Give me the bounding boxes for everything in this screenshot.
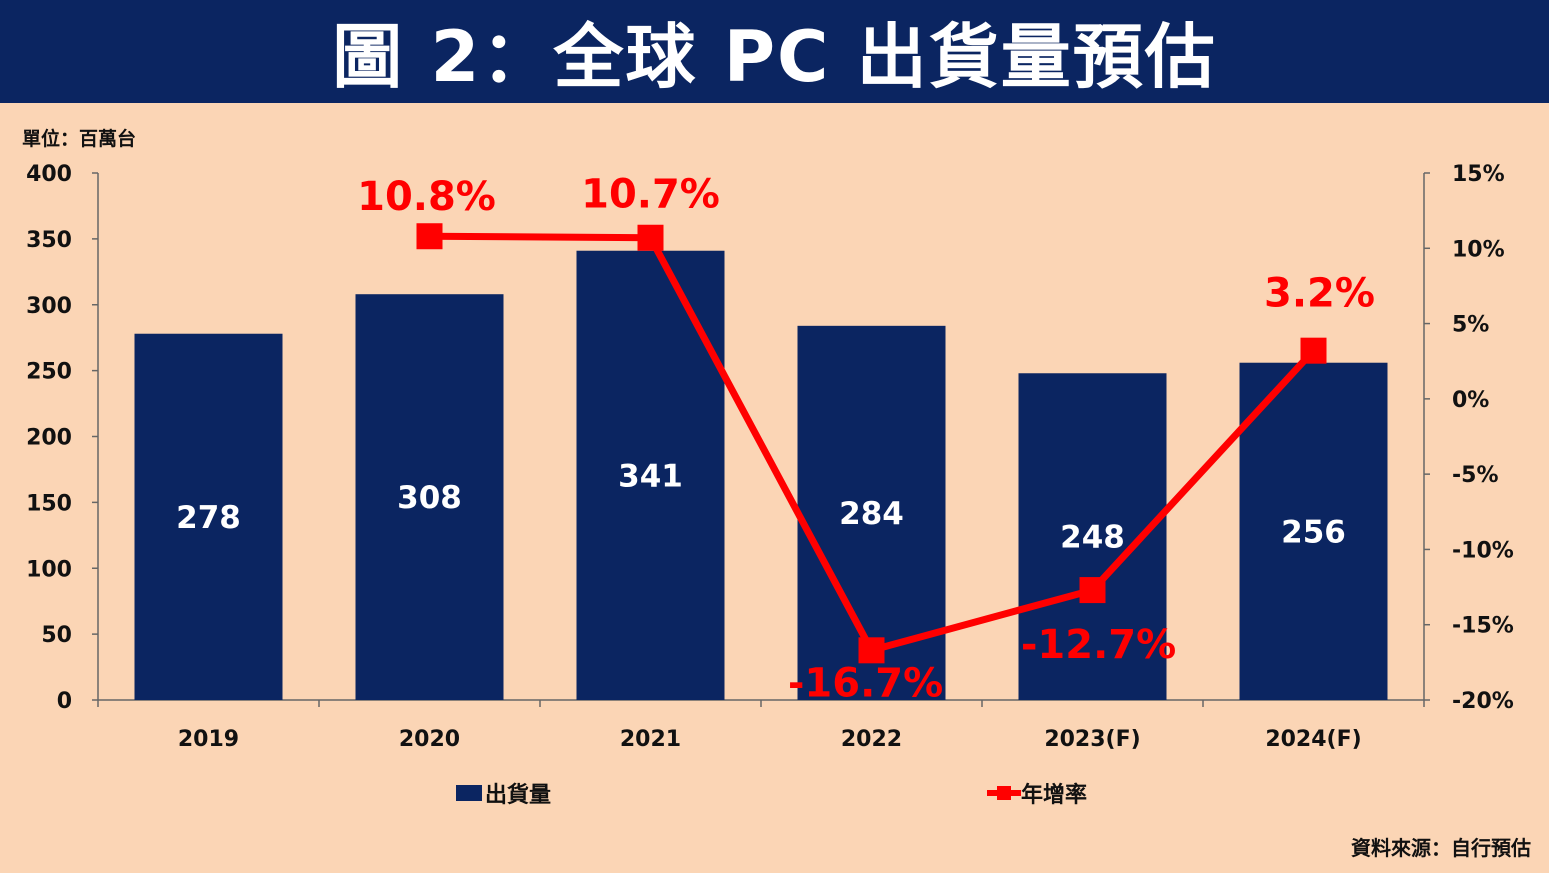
chart-title: 圖 2：全球 PC 出貨量預估 (332, 16, 1217, 98)
line-data-label: -12.7% (1021, 622, 1176, 668)
legend-line-label: 年增率 (1021, 782, 1087, 808)
right-tick-label: 10% (1452, 237, 1505, 262)
legend-bar-swatch (456, 785, 482, 801)
left-tick-label: 400 (26, 162, 72, 187)
line-point-marker (858, 637, 885, 664)
left-tick-label: 250 (26, 360, 72, 385)
right-tick-label: 0% (1452, 388, 1489, 413)
legend-line-marker (997, 786, 1011, 800)
right-tick-label: -20% (1452, 689, 1514, 714)
right-tick-label: -15% (1452, 614, 1514, 639)
x-tick-label: 2024(F) (1265, 727, 1361, 752)
line-point-marker (416, 223, 443, 250)
x-tick-label: 2023(F) (1044, 727, 1140, 752)
x-tick-label: 2021 (620, 727, 681, 752)
bar-data-label: 284 (839, 496, 904, 532)
left-tick-label: 100 (26, 557, 72, 582)
bar-data-label: 256 (1281, 514, 1346, 550)
line-point-marker (1079, 577, 1106, 604)
bar (134, 333, 283, 700)
line-point-marker (637, 224, 664, 251)
line-point-marker (1300, 337, 1327, 364)
bar (1239, 362, 1388, 700)
line-data-label: -16.7% (788, 660, 943, 706)
bar (355, 294, 504, 700)
x-tick-label: 2019 (178, 727, 239, 752)
bar-data-label: 248 (1060, 520, 1125, 556)
bar-data-label: 278 (176, 500, 241, 536)
right-tick-label: 15% (1452, 162, 1505, 187)
bar-data-label: 341 (618, 458, 683, 494)
left-tick-label: 150 (26, 491, 72, 516)
left-tick-label: 50 (41, 623, 72, 648)
x-tick-label: 2020 (399, 727, 460, 752)
right-tick-label: -5% (1452, 463, 1498, 488)
x-tick-label: 2022 (841, 727, 902, 752)
legend-bar-label: 出貨量 (485, 782, 551, 808)
left-tick-label: 0 (57, 689, 72, 714)
line-data-label: 10.8% (357, 174, 496, 220)
right-tick-label: 5% (1452, 313, 1489, 338)
right-tick-label: -10% (1452, 538, 1514, 563)
left-tick-label: 300 (26, 294, 72, 319)
bar-data-label: 308 (397, 480, 462, 516)
line-data-label: 10.7% (581, 172, 720, 218)
left-tick-label: 200 (26, 426, 72, 451)
line-data-label: 3.2% (1264, 271, 1375, 317)
unit-label: 單位：百萬台 (22, 128, 137, 150)
left-tick-label: 350 (26, 228, 72, 253)
title-banner: 圖 2：全球 PC 出貨量預估 (0, 0, 1549, 103)
source-label: 資料來源：自行預估 (1351, 836, 1531, 860)
